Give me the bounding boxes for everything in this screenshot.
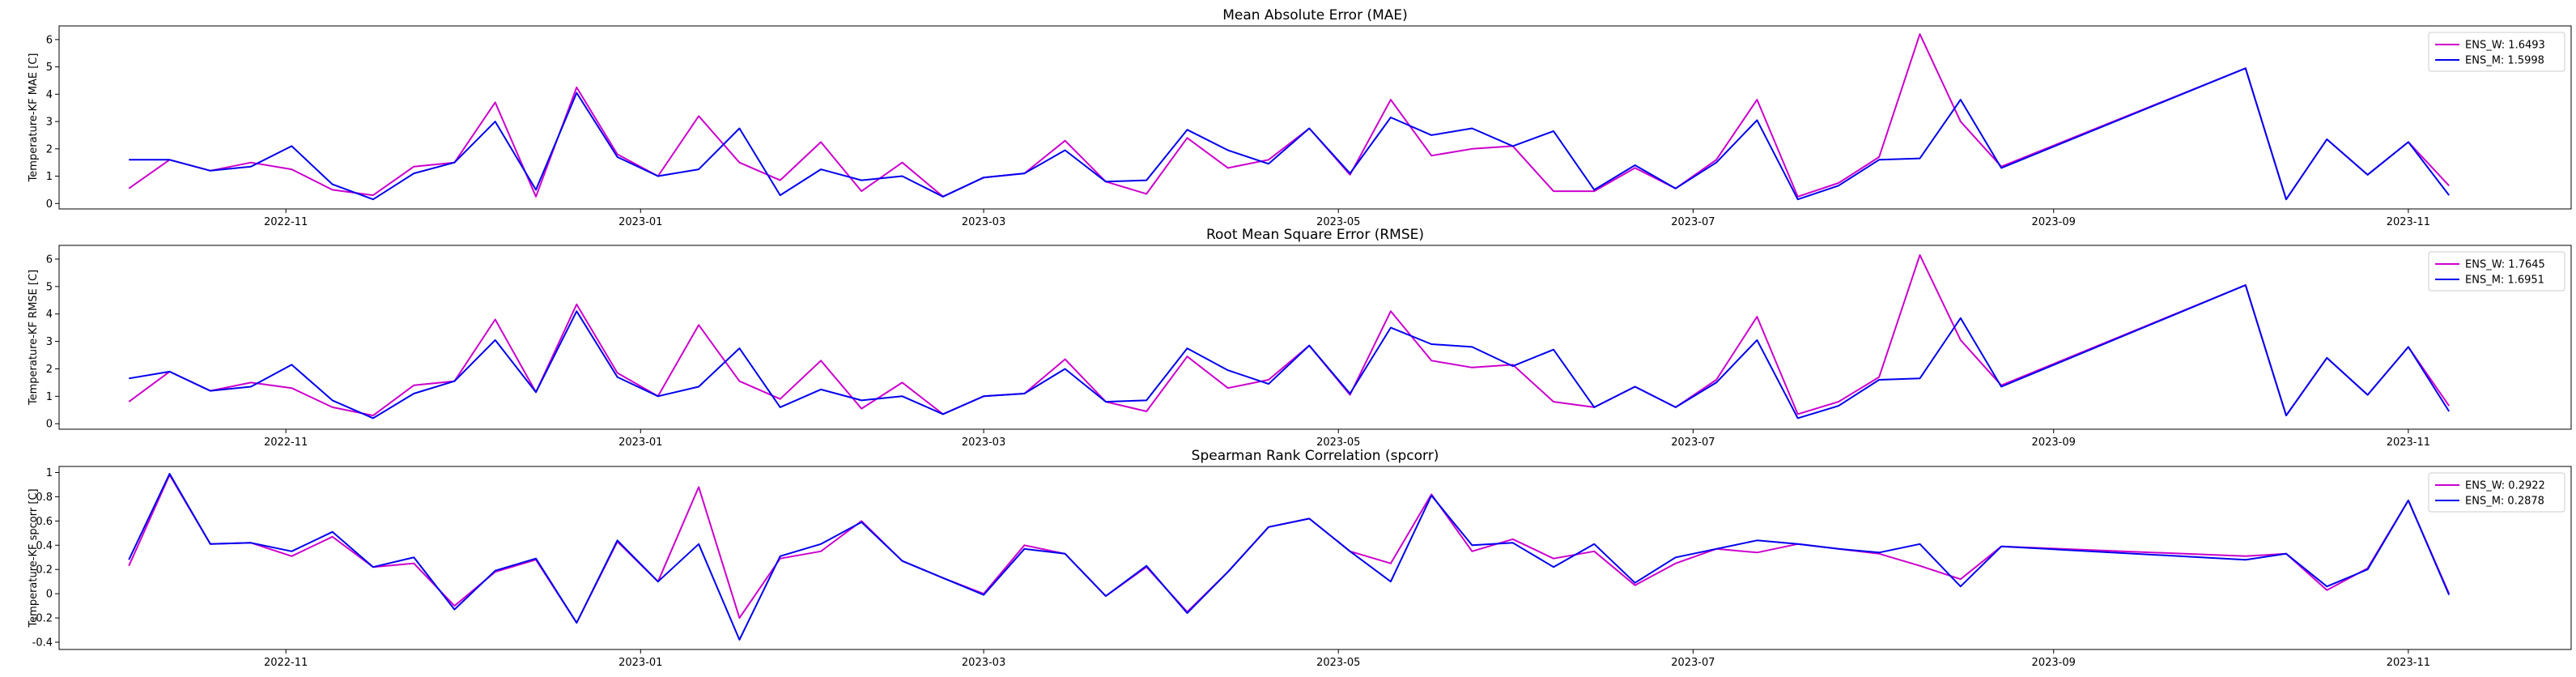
x-tick-label: 2023-09 bbox=[2032, 216, 2076, 228]
legend-label: ENS_M: 0.2878 bbox=[2465, 496, 2544, 508]
y-tick-label: 0.2 bbox=[36, 564, 53, 577]
y-axis-label: Temperature-KF RMSE [C] bbox=[28, 270, 40, 406]
y-tick-label: 4 bbox=[46, 89, 53, 101]
series-line-ens-w bbox=[128, 474, 2451, 624]
y-tick-label: 1 bbox=[46, 171, 53, 183]
legend-label: ENS_M: 1.5998 bbox=[2465, 55, 2544, 67]
y-tick-label: 0.6 bbox=[36, 516, 53, 528]
x-tick-label: 2023-11 bbox=[2387, 436, 2430, 449]
x-tick-label: 2023-07 bbox=[1671, 216, 1715, 228]
subplot-2: Root Mean Square Error (RMSE) Temperature… bbox=[28, 227, 2572, 449]
x-tick-label: 2023-01 bbox=[618, 436, 662, 449]
x-tick-label: 2023-03 bbox=[962, 216, 1005, 228]
x-tick-label: 2023-01 bbox=[618, 216, 662, 228]
x-tick-label: 2022-11 bbox=[264, 657, 308, 669]
x-tick-label: 2023-03 bbox=[962, 436, 1005, 449]
series-line-ens-m bbox=[129, 67, 2450, 201]
x-tick-label: 2023-07 bbox=[1671, 436, 1715, 449]
x-tick-label: 2023-05 bbox=[1316, 216, 1360, 228]
x-tick-label: 2023-05 bbox=[1316, 657, 1360, 669]
x-tick-label: 2023-07 bbox=[1671, 657, 1715, 669]
legend-box bbox=[2428, 472, 2565, 513]
series-line-ens-m bbox=[129, 284, 2451, 419]
y-axis-label: Temperature-KF spcorr [C] bbox=[28, 488, 40, 628]
x-tick-label: 2023-05 bbox=[1316, 436, 1360, 449]
y-tick-label: 0 bbox=[46, 589, 53, 601]
y-tick-label: 2 bbox=[46, 143, 53, 155]
legend-box bbox=[2428, 32, 2565, 72]
x-tick-label: 2023-01 bbox=[618, 657, 662, 669]
axes-frame bbox=[58, 245, 2572, 430]
subplot-title: Mean Absolute Error (MAE) bbox=[1222, 7, 1408, 23]
subplot-3: Spearman Rank Correlation (spcorr) Temper… bbox=[28, 448, 2572, 669]
x-tick-label: 2022-11 bbox=[264, 216, 308, 228]
series-line-ens-w bbox=[128, 33, 2450, 201]
y-axis-label: Temperature-KF MAE [C] bbox=[28, 53, 40, 183]
legend-label: ENS_W: 1.6493 bbox=[2465, 40, 2545, 52]
y-tick-label: 4 bbox=[46, 309, 53, 321]
y-tick-label: 2 bbox=[46, 364, 53, 376]
legend-box bbox=[2428, 251, 2565, 292]
legend-label: ENS_M: 1.6951 bbox=[2465, 275, 2544, 287]
y-tick-label: -0.4 bbox=[32, 637, 53, 649]
x-tick-label: 2023-11 bbox=[2387, 216, 2430, 228]
legend-label: ENS_W: 1.7645 bbox=[2465, 259, 2545, 271]
y-tick-label: 3 bbox=[46, 336, 53, 348]
subplot-title: Spearman Rank Correlation (spcorr) bbox=[1192, 448, 1439, 464]
x-tick-label: 2023-03 bbox=[962, 657, 1005, 669]
y-tick-label: 0.4 bbox=[36, 540, 53, 552]
axes-frame bbox=[58, 25, 2572, 210]
y-tick-label: 6 bbox=[46, 253, 53, 266]
y-tick-label: 0 bbox=[46, 198, 53, 211]
y-tick-label: 5 bbox=[46, 62, 53, 74]
y-tick-label: 5 bbox=[46, 281, 53, 293]
y-tick-label: 1 bbox=[46, 467, 53, 479]
subplot-title: Root Mean Square Error (RMSE) bbox=[1206, 227, 1424, 243]
y-tick-label: 3 bbox=[46, 117, 53, 129]
y-tick-label: 6 bbox=[46, 34, 53, 46]
y-tick-label: 0 bbox=[46, 419, 53, 431]
x-tick-label: 2023-09 bbox=[2032, 436, 2076, 449]
series-line-ens-w bbox=[128, 253, 2451, 417]
series-line-ens-m bbox=[128, 473, 2451, 641]
y-tick-label: 0.8 bbox=[36, 492, 53, 504]
legend-label: ENS_W: 0.2922 bbox=[2465, 480, 2545, 492]
y-tick-label: -0.2 bbox=[32, 613, 53, 625]
x-tick-label: 2022-11 bbox=[264, 436, 308, 449]
x-tick-label: 2023-09 bbox=[2032, 657, 2076, 669]
y-tick-label: 1 bbox=[46, 391, 53, 403]
axes-frame bbox=[58, 466, 2572, 650]
subplot-1: Mean Absolute Error (MAE) Temperature-KF … bbox=[28, 7, 2572, 228]
x-tick-label: 2023-11 bbox=[2387, 657, 2430, 669]
